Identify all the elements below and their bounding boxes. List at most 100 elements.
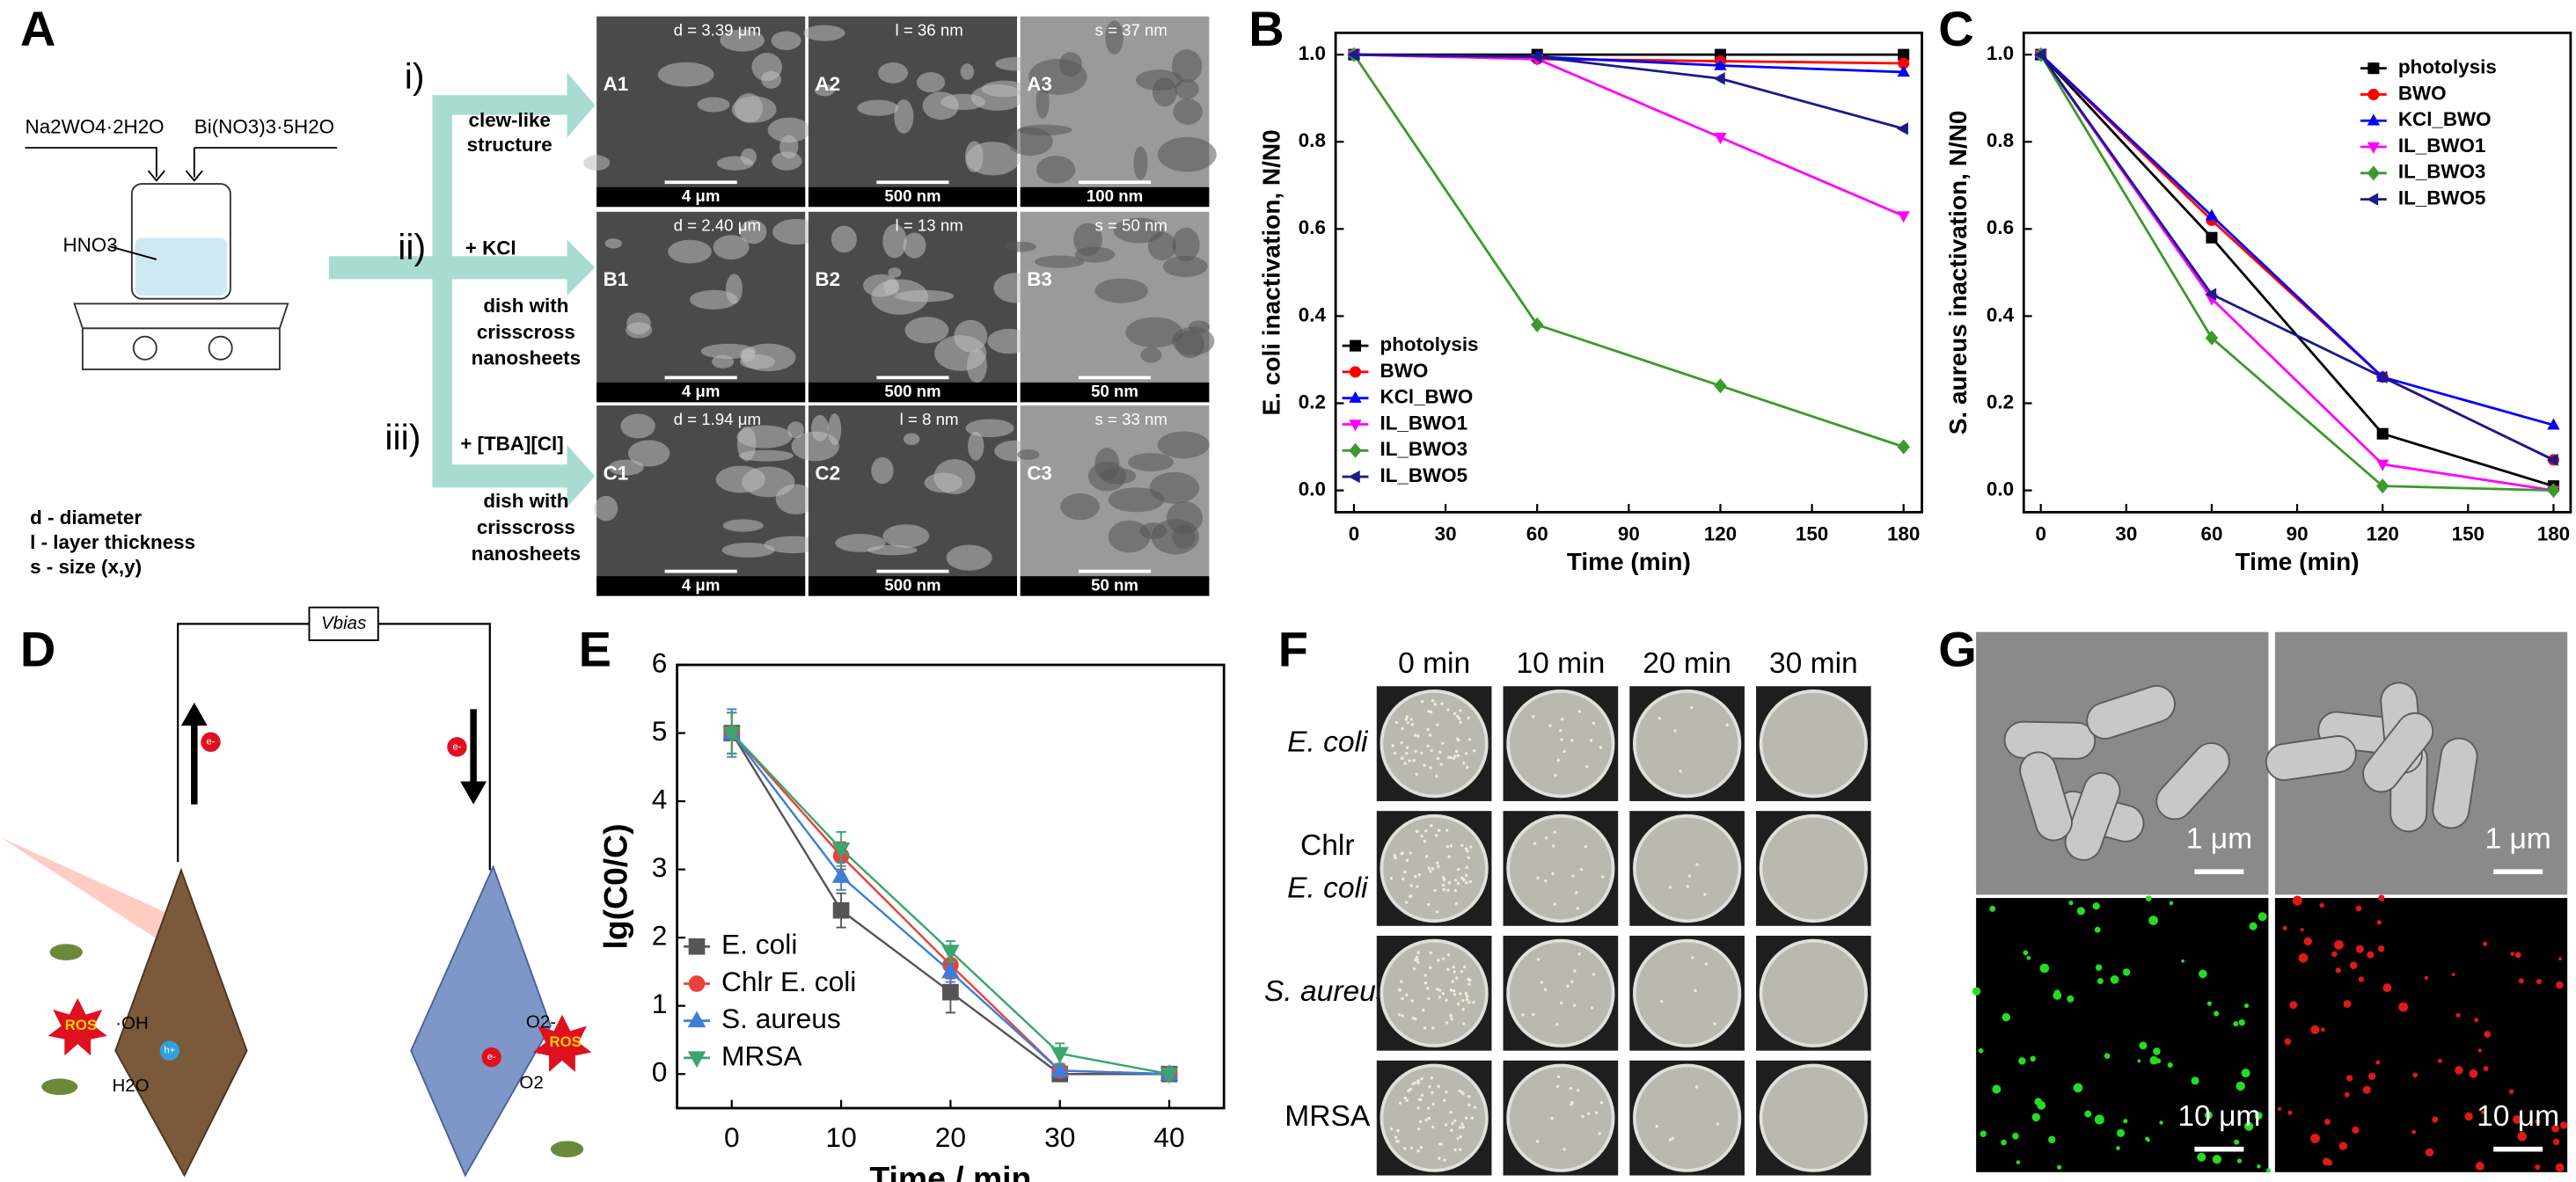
stained-cell — [2474, 1018, 2479, 1023]
x-tick-label: 180 — [1887, 522, 1920, 544]
legend-marker — [1350, 339, 1362, 352]
texture — [1189, 320, 1211, 334]
colony — [1427, 1116, 1431, 1120]
texture — [1113, 217, 1164, 244]
petri-dish — [1506, 1063, 1615, 1172]
colony — [1420, 834, 1423, 838]
texture — [1175, 78, 1199, 99]
stained-cell — [2236, 1081, 2245, 1091]
marker — [1050, 1047, 1069, 1064]
colony — [1465, 865, 1468, 870]
colony — [1467, 738, 1472, 741]
colony — [1434, 774, 1438, 778]
panel-label: C — [1938, 1, 1973, 56]
colony — [1695, 863, 1699, 866]
colony — [1467, 716, 1471, 719]
marker — [1050, 1061, 1069, 1077]
stained-cell — [2324, 1118, 2331, 1126]
colony — [1424, 855, 1429, 858]
route-result: clew-like — [469, 109, 551, 131]
texture — [882, 223, 907, 259]
colony — [1429, 966, 1432, 969]
series-line — [2039, 54, 2554, 492]
micrograph-id: C3 — [1027, 462, 1052, 484]
colony — [1536, 958, 1540, 961]
colony — [1431, 1026, 1435, 1030]
colony — [1445, 998, 1448, 1002]
y-tick-label: 0.2 — [1299, 390, 1326, 412]
stained-cell — [2122, 968, 2131, 976]
stained-cell — [2475, 1161, 2485, 1171]
colony — [1437, 865, 1440, 868]
y-tick-label: 0.0 — [1987, 478, 2014, 500]
colony — [1552, 844, 1555, 848]
x-tick-label: 120 — [1704, 522, 1737, 544]
colony — [1453, 970, 1456, 974]
micrograph-measure: s = 33 nm — [1095, 410, 1167, 428]
stained-cell — [2116, 1146, 2120, 1150]
colony — [1413, 1081, 1417, 1084]
colony — [1420, 1076, 1423, 1081]
route-result: nanosheets — [472, 543, 581, 565]
colony — [1464, 992, 1467, 996]
colony — [1436, 861, 1439, 865]
stained-cell — [2016, 1160, 2021, 1164]
colony — [1442, 887, 1446, 892]
stained-cell — [2367, 951, 2375, 959]
colony — [1453, 711, 1457, 716]
scale-label: 50 nm — [1091, 575, 1138, 594]
colony — [1446, 888, 1450, 893]
texture — [713, 235, 750, 260]
stained-cell — [2092, 902, 2100, 910]
texture — [1108, 520, 1151, 553]
colony — [1465, 765, 1469, 770]
stained-cell — [2477, 1048, 2482, 1053]
stained-cell — [2298, 952, 2309, 963]
colony — [1428, 1084, 1431, 1089]
stained-cell — [2243, 1121, 2254, 1131]
stained-cell — [2145, 895, 2152, 902]
stained-cell — [2284, 1038, 2292, 1046]
stained-cell — [2349, 961, 2358, 969]
stained-cell — [2169, 901, 2174, 906]
x-tick-label: 0 — [724, 1121, 740, 1153]
route-result: crisscross — [477, 321, 575, 343]
column-header: 30 min — [1769, 647, 1858, 680]
colony — [1592, 973, 1595, 976]
solution — [135, 237, 228, 296]
colony — [1452, 756, 1456, 761]
colony — [1464, 847, 1468, 850]
electron-label: e- — [452, 741, 461, 752]
colony — [1655, 1125, 1658, 1128]
colony — [1398, 989, 1402, 992]
stained-cell — [2412, 1072, 2419, 1078]
y-axis-label: lg(C0/C) — [596, 823, 633, 949]
marker — [722, 726, 742, 743]
stained-cell — [2464, 1112, 2473, 1121]
micrograph-id: C1 — [604, 462, 629, 484]
stained-cell — [2110, 974, 2119, 984]
colony — [1550, 1116, 1554, 1120]
x-tick-label: 0 — [1349, 522, 1359, 544]
colony — [1462, 965, 1467, 969]
texture — [1139, 522, 1167, 540]
scale-label: 500 nm — [884, 382, 940, 400]
colony — [1462, 878, 1466, 882]
colony — [1449, 1014, 1453, 1018]
texture — [721, 543, 775, 558]
texture — [668, 239, 712, 264]
x-tick-label: 30 — [1044, 1121, 1075, 1153]
stained-cell — [1978, 1047, 1984, 1054]
marker — [2547, 483, 2560, 499]
panel-label: D — [20, 622, 55, 677]
colony — [1396, 1140, 1400, 1143]
colony — [1405, 993, 1409, 996]
bias-label: Vbias — [321, 613, 366, 633]
texture — [767, 117, 811, 143]
plot-frame — [2022, 31, 2572, 514]
marker — [2376, 478, 2389, 494]
colony — [1458, 1089, 1461, 1093]
colony — [1465, 873, 1468, 878]
stained-cell — [2153, 1047, 2161, 1055]
colony — [1598, 1132, 1601, 1135]
